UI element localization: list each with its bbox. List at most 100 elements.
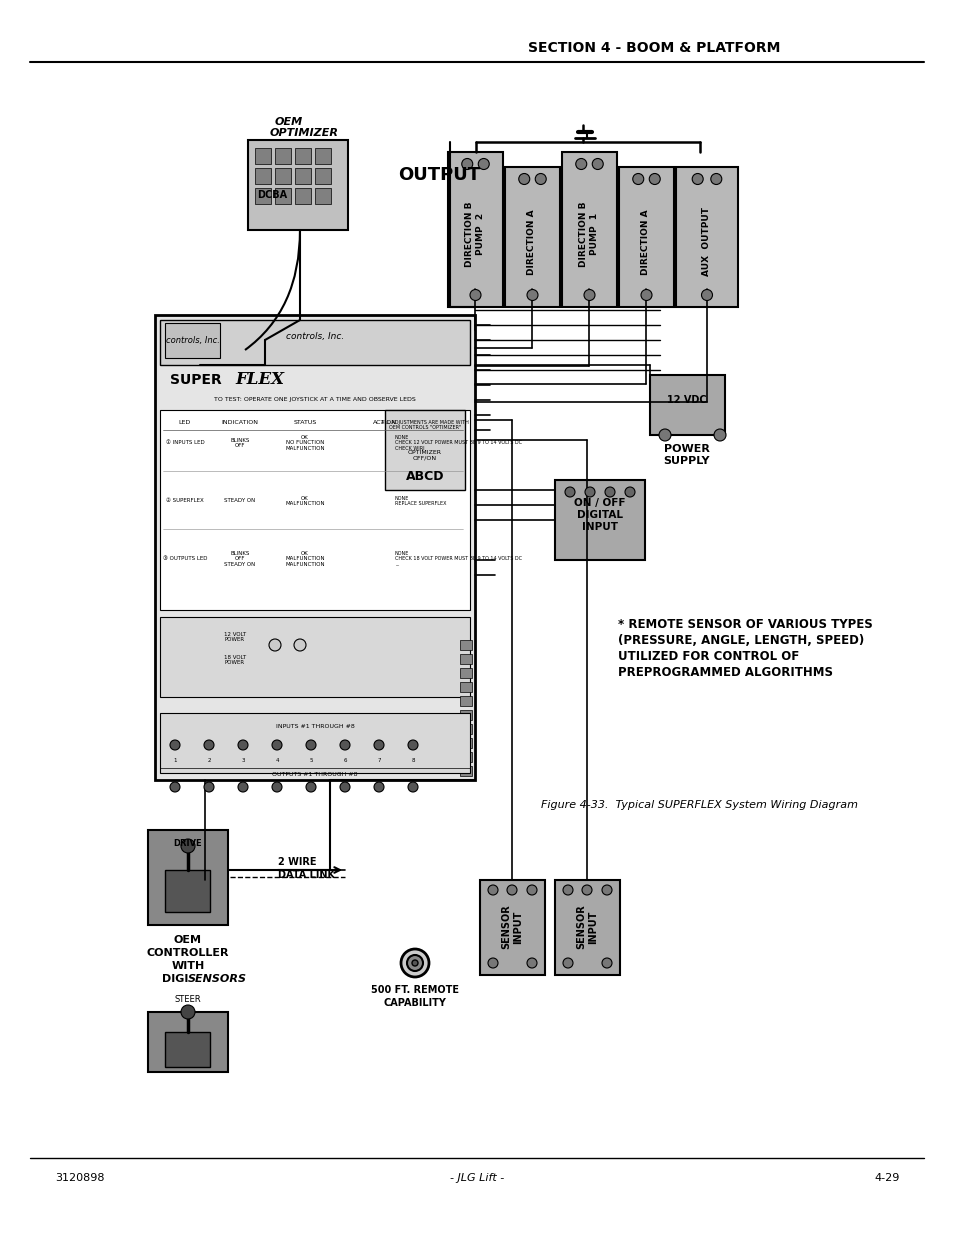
Circle shape	[562, 885, 573, 895]
Bar	[314, 168, 331, 184]
Text: OK
NO FUNCTION
MALFUNCTION: OK NO FUNCTION MALFUNCTION	[285, 435, 324, 451]
Circle shape	[400, 948, 429, 977]
Bar	[254, 148, 271, 164]
Circle shape	[477, 158, 489, 169]
Text: INDICATION: INDICATION	[221, 420, 258, 426]
Bar	[165, 869, 210, 911]
Circle shape	[710, 173, 721, 184]
Text: 2 WIRE: 2 WIRE	[277, 857, 316, 867]
Circle shape	[604, 487, 615, 496]
Circle shape	[407, 955, 422, 971]
Text: DIRECTION A: DIRECTION A	[527, 209, 536, 275]
Circle shape	[204, 782, 213, 792]
Text: DCBA: DCBA	[256, 190, 287, 200]
Text: SUPER: SUPER	[170, 373, 221, 387]
Text: - JLG Lift -: - JLG Lift -	[450, 1173, 503, 1183]
Text: 4: 4	[275, 757, 278, 762]
Bar	[561, 152, 617, 308]
Text: FLEX: FLEX	[234, 372, 284, 389]
Bar	[459, 640, 472, 650]
Bar	[148, 1011, 228, 1072]
Bar	[314, 148, 331, 164]
Text: controls, Inc.: controls, Inc.	[166, 336, 220, 345]
Bar	[555, 480, 644, 559]
Text: OUTPUTS #1 THROUGH #8: OUTPUTS #1 THROUGH #8	[272, 773, 357, 778]
Bar	[160, 618, 470, 697]
Text: WITH: WITH	[172, 961, 204, 971]
Circle shape	[272, 740, 282, 750]
Text: CAPABILITY: CAPABILITY	[383, 998, 446, 1008]
Text: OUTPUT: OUTPUT	[397, 165, 479, 184]
Bar	[555, 881, 619, 974]
Text: SECTION 4 - BOOM & PLATFORM: SECTION 4 - BOOM & PLATFORM	[527, 41, 780, 56]
Bar	[649, 375, 724, 435]
Circle shape	[624, 487, 635, 496]
Text: 5: 5	[309, 757, 313, 762]
Circle shape	[649, 173, 659, 184]
Text: 3: 3	[241, 757, 245, 762]
Circle shape	[592, 158, 602, 169]
Circle shape	[506, 885, 517, 895]
Circle shape	[269, 638, 281, 651]
Bar	[459, 668, 472, 678]
Bar	[274, 148, 291, 164]
Bar	[385, 410, 464, 490]
Text: OPTIMIZER: OPTIMIZER	[270, 128, 338, 138]
Text: DATA LINK: DATA LINK	[277, 869, 335, 881]
Bar	[148, 830, 228, 925]
Text: NONE
REPLACE SUPERFLEX: NONE REPLACE SUPERFLEX	[395, 495, 446, 506]
Text: ABCD: ABCD	[405, 471, 444, 483]
Text: ② SUPERFLEX: ② SUPERFLEX	[166, 499, 204, 504]
Circle shape	[583, 289, 595, 300]
Bar	[254, 188, 271, 204]
Circle shape	[181, 1005, 194, 1019]
Text: 12 VOLT
POWER: 12 VOLT POWER	[224, 631, 246, 642]
Text: DIRECTION A: DIRECTION A	[640, 209, 650, 275]
Text: 3120898: 3120898	[55, 1173, 105, 1183]
Circle shape	[526, 289, 537, 300]
Text: LED: LED	[178, 420, 191, 426]
Text: OPTIMIZER
OFF/ON: OPTIMIZER OFF/ON	[408, 450, 441, 461]
Text: ALL ADJUSTMENTS ARE MADE WITH
OEM CONTROLS "OPTIMIZER": ALL ADJUSTMENTS ARE MADE WITH OEM CONTRO…	[380, 420, 469, 431]
Bar	[459, 724, 472, 734]
Bar	[165, 1032, 210, 1067]
Bar	[448, 152, 502, 308]
Text: 500 FT. REMOTE: 500 FT. REMOTE	[371, 986, 458, 995]
Circle shape	[526, 885, 537, 895]
Circle shape	[640, 289, 651, 300]
Circle shape	[576, 158, 586, 169]
Text: controls, Inc.: controls, Inc.	[286, 332, 344, 342]
Bar	[160, 713, 470, 773]
Bar	[154, 315, 475, 781]
Text: 18 VOLT
POWER: 18 VOLT POWER	[224, 655, 246, 666]
Circle shape	[306, 740, 315, 750]
Text: STATUS: STATUS	[294, 420, 316, 426]
Circle shape	[339, 782, 350, 792]
Bar	[504, 167, 559, 308]
Text: SENSOR
INPUT: SENSOR INPUT	[500, 904, 522, 950]
Text: DRIVE: DRIVE	[173, 839, 202, 847]
Circle shape	[584, 487, 595, 496]
Circle shape	[237, 782, 248, 792]
Text: BLINKS
OFF: BLINKS OFF	[230, 437, 250, 448]
Text: BLINKS
OFF
STEADY ON: BLINKS OFF STEADY ON	[224, 551, 255, 567]
Text: ③ OUTPUTS LED: ③ OUTPUTS LED	[163, 557, 207, 562]
Text: OEM: OEM	[274, 117, 303, 127]
Text: ① INPUTS LED: ① INPUTS LED	[166, 441, 204, 446]
Text: 8: 8	[411, 757, 415, 762]
Bar	[459, 766, 472, 776]
Text: 7: 7	[376, 757, 380, 762]
Circle shape	[518, 173, 529, 184]
Circle shape	[713, 429, 725, 441]
Text: OEM: OEM	[173, 935, 202, 945]
Text: POWER
SUPPLY: POWER SUPPLY	[663, 445, 709, 466]
Circle shape	[306, 782, 315, 792]
Circle shape	[170, 782, 180, 792]
Bar	[294, 188, 311, 204]
Text: ACTION: ACTION	[373, 420, 396, 426]
Circle shape	[562, 958, 573, 968]
Bar	[294, 168, 311, 184]
Text: STEADY ON: STEADY ON	[224, 499, 255, 504]
Circle shape	[470, 289, 480, 300]
Circle shape	[488, 885, 497, 895]
